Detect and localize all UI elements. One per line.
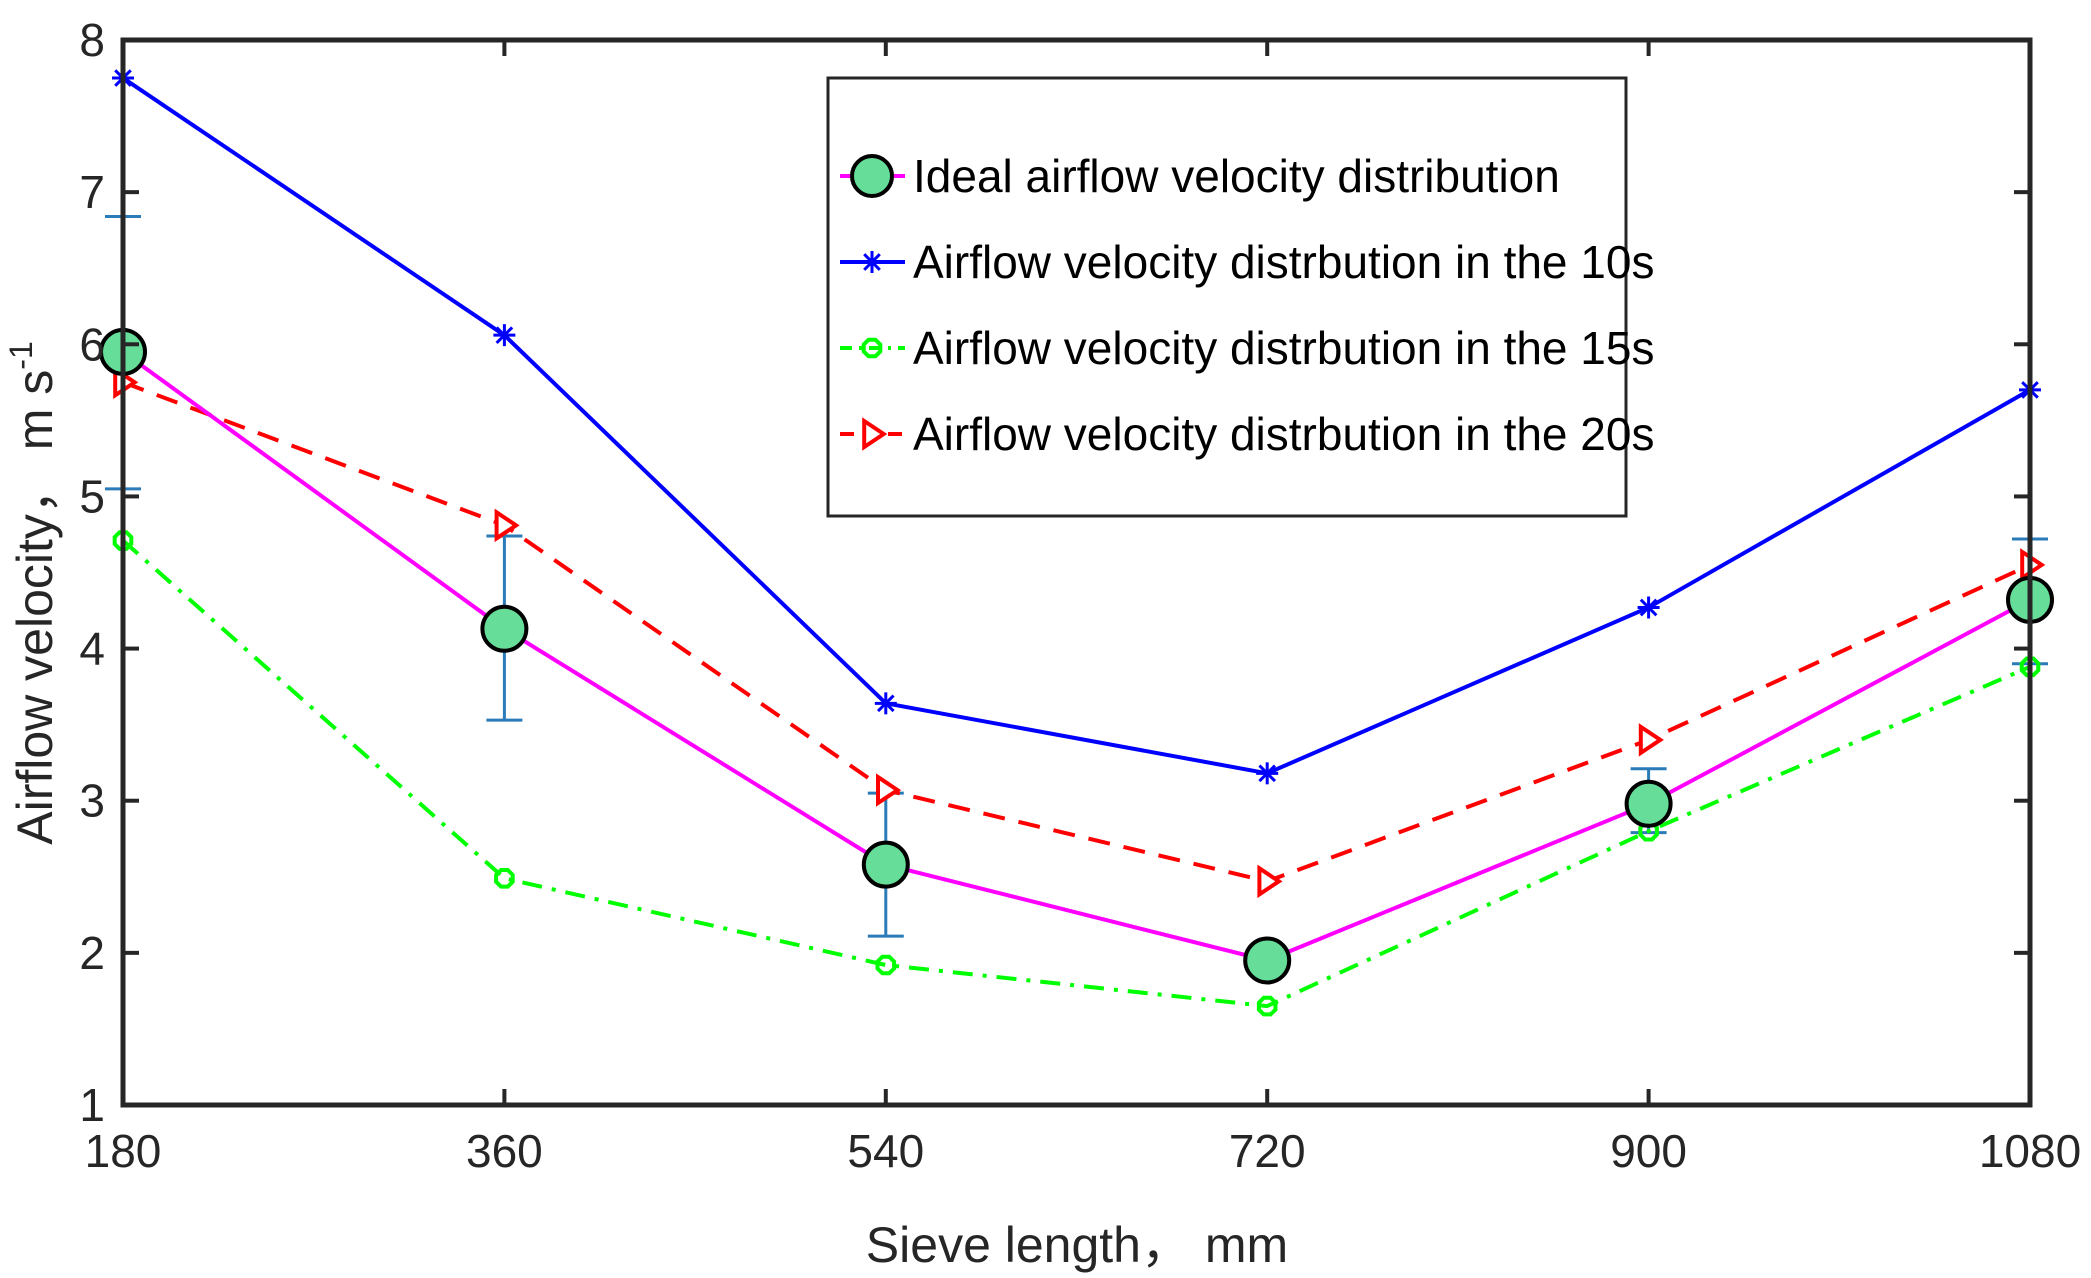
data-point-airflow-velocity-distrbution-in-the-20s: [494, 508, 520, 543]
legend-label: Airflow velocity distrbution in the 10s: [913, 236, 1654, 288]
y-tick-label: 5: [79, 470, 105, 522]
data-point-airflow-velocity-distrbution-in-the-10s: [1637, 596, 1660, 619]
y-tick-label: 2: [79, 927, 105, 979]
legend-marker: [850, 154, 894, 198]
legend-marker: [861, 337, 883, 359]
plot-frame: [120, 37, 2033, 1108]
data-point-ideal-airflow-velocity-distribution: [1624, 779, 1673, 828]
y-tick-label: 1: [79, 1079, 105, 1131]
data-point-airflow-velocity-distrbution-in-the-10s: [493, 324, 516, 347]
x-axis-title: Sieve length， mm: [866, 1217, 1288, 1273]
legend-marker: [861, 251, 883, 273]
y-axis-title-superscript: -1: [3, 341, 39, 369]
axes: 180 360 540 720 900 1080 1 2 3 4 5 6 7 8: [79, 14, 2081, 1177]
data-point-airflow-velocity-distrbution-in-the-15s: [494, 868, 515, 889]
data-point-airflow-velocity-distrbution-in-the-20s: [876, 773, 902, 807]
x-tick-label: 900: [1610, 1125, 1687, 1177]
legend-entry-airflow-velocity-distrbution-in-the-20s: Airflow velocity distrbution in the 20s: [840, 408, 1654, 460]
series-markers: [99, 67, 2054, 1017]
data-point-ideal-airflow-velocity-distribution: [1243, 936, 1292, 985]
data-point-airflow-velocity-distrbution-in-the-10s: [874, 692, 897, 715]
y-tick-label: 8: [79, 14, 105, 66]
data-point-airflow-velocity-distrbution-in-the-15s: [875, 954, 897, 976]
series-lines: [121, 76, 2031, 1009]
legend-marker: [862, 417, 888, 451]
legend-label: Ideal airflow velocity distribution: [913, 150, 1560, 202]
y-tick-label: 7: [79, 166, 105, 218]
x-tick-label: 180: [85, 1125, 162, 1177]
legend-label: Airflow velocity distrbution in the 20s: [913, 408, 1654, 460]
y-axis-title-text: Airflow velocity， m s: [7, 370, 63, 845]
legend-label: Airflow velocity distrbution in the 15s: [913, 322, 1654, 374]
y-tick-label: 3: [79, 775, 105, 827]
data-point-airflow-velocity-distrbution-in-the-10s: [1256, 762, 1279, 785]
data-point-airflow-velocity-distrbution-in-the-20s: [1257, 864, 1283, 899]
series-line-airflow-velocity-distrbution-in-the-20s: [122, 380, 2031, 884]
data-point-ideal-airflow-velocity-distribution: [480, 604, 529, 653]
data-point-airflow-velocity-distrbution-in-the-20s: [1638, 723, 1664, 757]
series-line-airflow-velocity-distrbution-in-the-10s: [121, 76, 2031, 776]
x-tick-label: 1080: [1979, 1125, 2081, 1177]
x-tick-label: 360: [466, 1125, 543, 1177]
series-line-ideal-airflow-velocity-distribution: [121, 350, 2031, 963]
legend-entry-airflow-velocity-distrbution-in-the-10s: Airflow velocity distrbution in the 10s: [840, 236, 1654, 288]
data-point-ideal-airflow-velocity-distribution: [861, 840, 910, 889]
legend-box: [826, 76, 1628, 518]
legend-entry-airflow-velocity-distrbution-in-the-15s: Airflow velocity distrbution in the 15s: [840, 322, 1654, 374]
x-tick-label: 720: [1229, 1125, 1306, 1177]
series-line-airflow-velocity-distrbution-in-the-15s: [121, 539, 2031, 1009]
data-point-airflow-velocity-distrbution-in-the-15s: [1256, 995, 1278, 1017]
legend: Ideal airflow velocity distribution Airfl…: [826, 76, 1654, 518]
legend-entry-ideal-airflow-velocity-distribution: Ideal airflow velocity distribution: [840, 150, 1560, 202]
svg-text:Airflow velocity， m s-1: Airflow velocity， m s-1: [3, 341, 63, 845]
y-tick-label: 6: [79, 318, 105, 370]
y-axis-title: Airflow velocity， m s-1: [3, 341, 63, 845]
x-tick-label: 540: [847, 1125, 924, 1177]
y-tick-label: 4: [79, 623, 105, 675]
